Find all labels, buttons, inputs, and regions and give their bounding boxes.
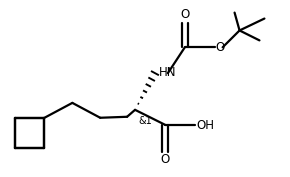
Text: &1: &1	[138, 116, 152, 126]
Text: O: O	[180, 8, 189, 21]
Text: OH: OH	[197, 119, 215, 132]
Text: O: O	[160, 153, 170, 167]
Text: HN: HN	[159, 66, 176, 79]
Text: O: O	[216, 41, 225, 54]
